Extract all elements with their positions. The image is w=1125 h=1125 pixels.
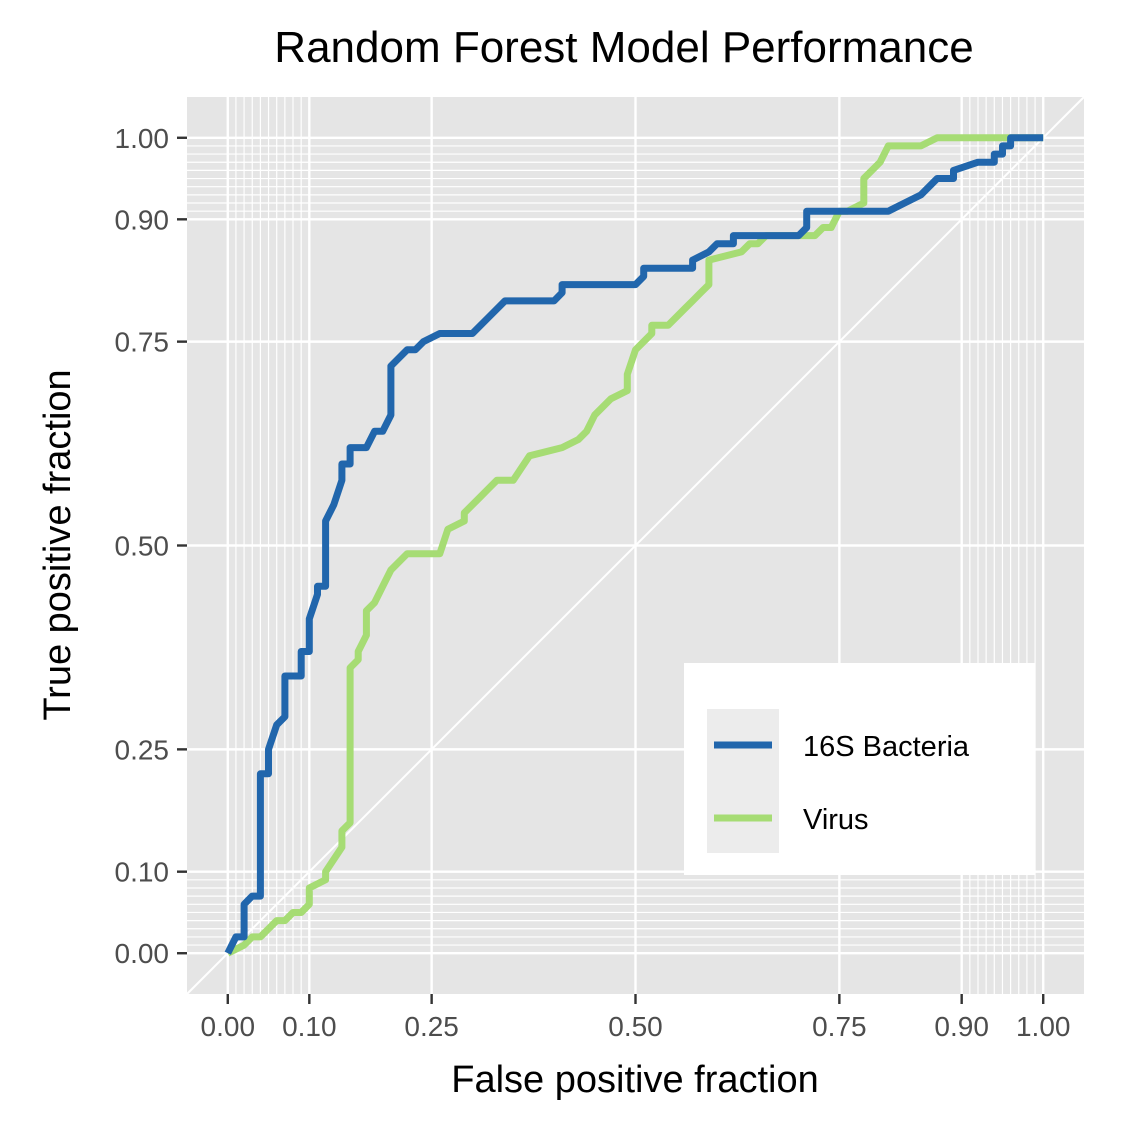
reference-diagonal-line: [186, 96, 1085, 995]
y-tick-label: 0.50: [115, 531, 170, 562]
x-tick-label: 0.00: [201, 1011, 256, 1042]
x-tick-label: 1.00: [1016, 1011, 1071, 1042]
x-tick-label: 0.50: [608, 1011, 663, 1042]
y-tick-label: 0.25: [115, 734, 170, 765]
y-tick-label: 1.00: [115, 123, 170, 154]
x-axis-ticks: 0.00 0.10 0.25 0.50 0.75 0.90 1.00: [201, 994, 1071, 1042]
y-tick-label: 0.00: [115, 938, 170, 969]
x-tick-label: 0.25: [404, 1011, 459, 1042]
chart-title: Random Forest Model Performance: [274, 23, 973, 72]
x-tick-label: 0.75: [812, 1011, 867, 1042]
y-tick-label: 0.75: [115, 327, 170, 358]
series-lines: [224, 134, 1044, 957]
legend: 16S Bacteria Virus: [684, 663, 1035, 875]
series-line-16s-bacteria: [224, 134, 1044, 955]
y-tick-label: 0.10: [115, 857, 170, 888]
x-tick-label: 0.10: [282, 1011, 337, 1042]
y-axis-title: True positive fraction: [37, 369, 79, 720]
legend-label-16s-bacteria: 16S Bacteria: [803, 731, 970, 763]
x-axis-title: False positive fraction: [451, 1059, 819, 1101]
legend-label-virus: Virus: [803, 804, 869, 836]
legend-key-background: [707, 709, 779, 853]
y-axis-ticks: 0.00 0.10 0.25 0.50 0.75 0.90 1.00: [115, 123, 187, 969]
x-tick-label: 0.90: [934, 1011, 989, 1042]
y-tick-label: 0.90: [115, 204, 170, 235]
